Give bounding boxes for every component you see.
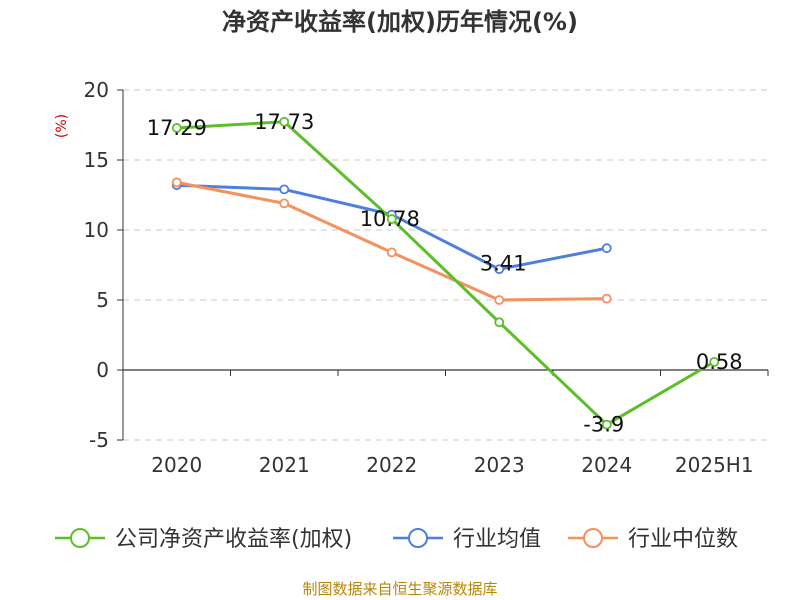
- x-tick-label: 2023: [474, 453, 525, 477]
- y-axis-label: (%): [54, 114, 70, 138]
- legend-marker: [408, 528, 428, 548]
- x-tick-label: 2025H1: [675, 453, 754, 477]
- legend-label: 行业均值: [453, 527, 541, 552]
- y-tick-label: 10: [84, 218, 109, 242]
- data-labels: 17.29 17.73 10.78 3.41 -3.9 0.58: [147, 110, 743, 437]
- x-tick-label: 2021: [259, 453, 310, 477]
- chart-title: 净资产收益率(加权)历年情况(%): [222, 8, 578, 36]
- x-tick-label: 2020: [151, 453, 202, 477]
- y-tick-label: 0: [96, 358, 109, 382]
- data-point: [601, 293, 612, 304]
- data-point: [171, 123, 182, 133]
- data-point: [171, 177, 182, 188]
- data-point: [709, 356, 720, 367]
- data-label: 17.29: [147, 116, 207, 140]
- series-line-0: [176, 120, 716, 427]
- series-group: [171, 116, 720, 430]
- source-note: 制图数据来自恒生聚源数据库: [302, 580, 497, 598]
- data-label: 3.41: [480, 251, 527, 275]
- legend-label: 行业中位数: [628, 527, 738, 552]
- legend-label: 公司净资产收益率(加权): [115, 527, 352, 552]
- data-point: [601, 419, 612, 430]
- x-tick-labels: 2020 2021 2022 2023 2024 2025H1: [151, 453, 753, 477]
- data-point: [494, 264, 505, 275]
- data-point: [386, 214, 397, 224]
- grid-lines: [123, 89, 768, 441]
- data-point: [279, 184, 290, 195]
- legend-marker: [70, 528, 90, 548]
- y-tick-labels: -5 0 5 10 15 20: [84, 78, 109, 452]
- y-tick-label: 15: [84, 148, 109, 172]
- data-point: [386, 247, 397, 258]
- series-line-2: [176, 180, 607, 302]
- data-label: 0.58: [696, 350, 743, 374]
- data-point: [494, 317, 505, 328]
- legend: 公司净资产收益率(加权) 行业均值 行业中位数: [55, 527, 738, 552]
- data-label: 10.78: [360, 207, 420, 231]
- data-label: 17.73: [254, 110, 314, 134]
- x-tick-label: 2022: [366, 453, 417, 477]
- data-label: -3.9: [583, 413, 624, 437]
- data-point: [494, 295, 505, 305]
- data-point: [601, 243, 612, 254]
- data-point: [279, 116, 290, 127]
- legend-marker: [583, 528, 603, 548]
- x-tick-label: 2024: [581, 453, 632, 477]
- data-point: [279, 198, 290, 209]
- y-tick-label: -5: [89, 428, 109, 452]
- axes: [117, 89, 769, 441]
- y-tick-label: 20: [84, 78, 109, 102]
- y-tick-label: 5: [96, 288, 109, 312]
